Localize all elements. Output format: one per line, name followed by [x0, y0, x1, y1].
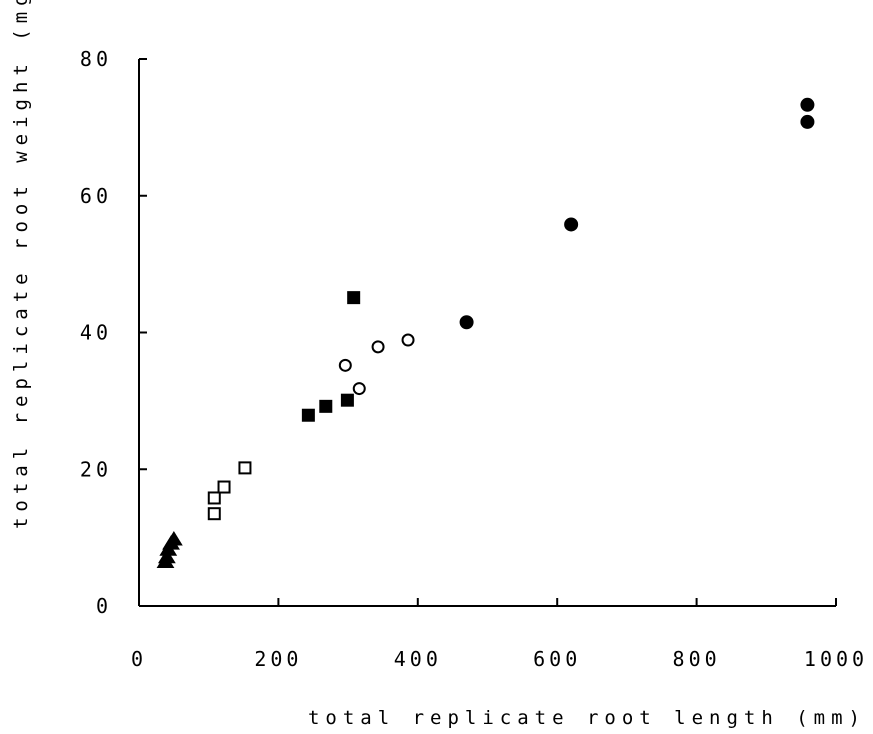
- data-point-filled-circle: [459, 315, 474, 330]
- x-tick-label: 800: [673, 647, 721, 671]
- data-point-open-circle: [401, 333, 415, 347]
- data-points: [156, 97, 815, 569]
- data-point-filled-square: [347, 291, 361, 305]
- data-point-filled-square: [319, 399, 333, 413]
- data-point-open-square: [238, 461, 252, 475]
- y-tick-label: 80: [80, 47, 112, 71]
- x-tick-label: 1000: [804, 647, 868, 671]
- x-tick-label: 0: [131, 647, 147, 671]
- data-point-filled-triangle: [164, 531, 183, 546]
- data-point-filled-circle: [800, 97, 815, 112]
- x-axis-label: total replicate root length (mm): [308, 707, 866, 729]
- data-point-open-circle: [352, 382, 366, 396]
- x-axis: 0 200 400 600 800 1000: [131, 598, 868, 671]
- data-point-filled-square: [301, 408, 315, 422]
- data-point-filled-triangle: [157, 548, 176, 564]
- data-point-filled-circle: [800, 114, 815, 129]
- data-point-filled-square: [340, 393, 354, 407]
- y-tick-label: 20: [80, 457, 112, 481]
- y-tick-label: 0: [96, 594, 112, 618]
- y-axis: 0 20 40 60 80: [80, 47, 147, 618]
- x-tick-label: 400: [394, 647, 442, 671]
- data-point-filled-circle: [564, 217, 579, 232]
- data-point-open-square: [217, 480, 231, 494]
- data-point-open-circle: [338, 358, 352, 372]
- x-tick-label: 600: [533, 647, 581, 671]
- data-point-open-square: [207, 507, 221, 521]
- y-tick-label: 60: [80, 184, 112, 208]
- y-tick-label: 40: [80, 321, 112, 345]
- data-point-open-square: [207, 491, 221, 505]
- x-tick-label: 200: [254, 647, 302, 671]
- data-point-open-circle: [371, 340, 385, 354]
- y-axis-label: total replicate root weight (mg): [10, 0, 32, 529]
